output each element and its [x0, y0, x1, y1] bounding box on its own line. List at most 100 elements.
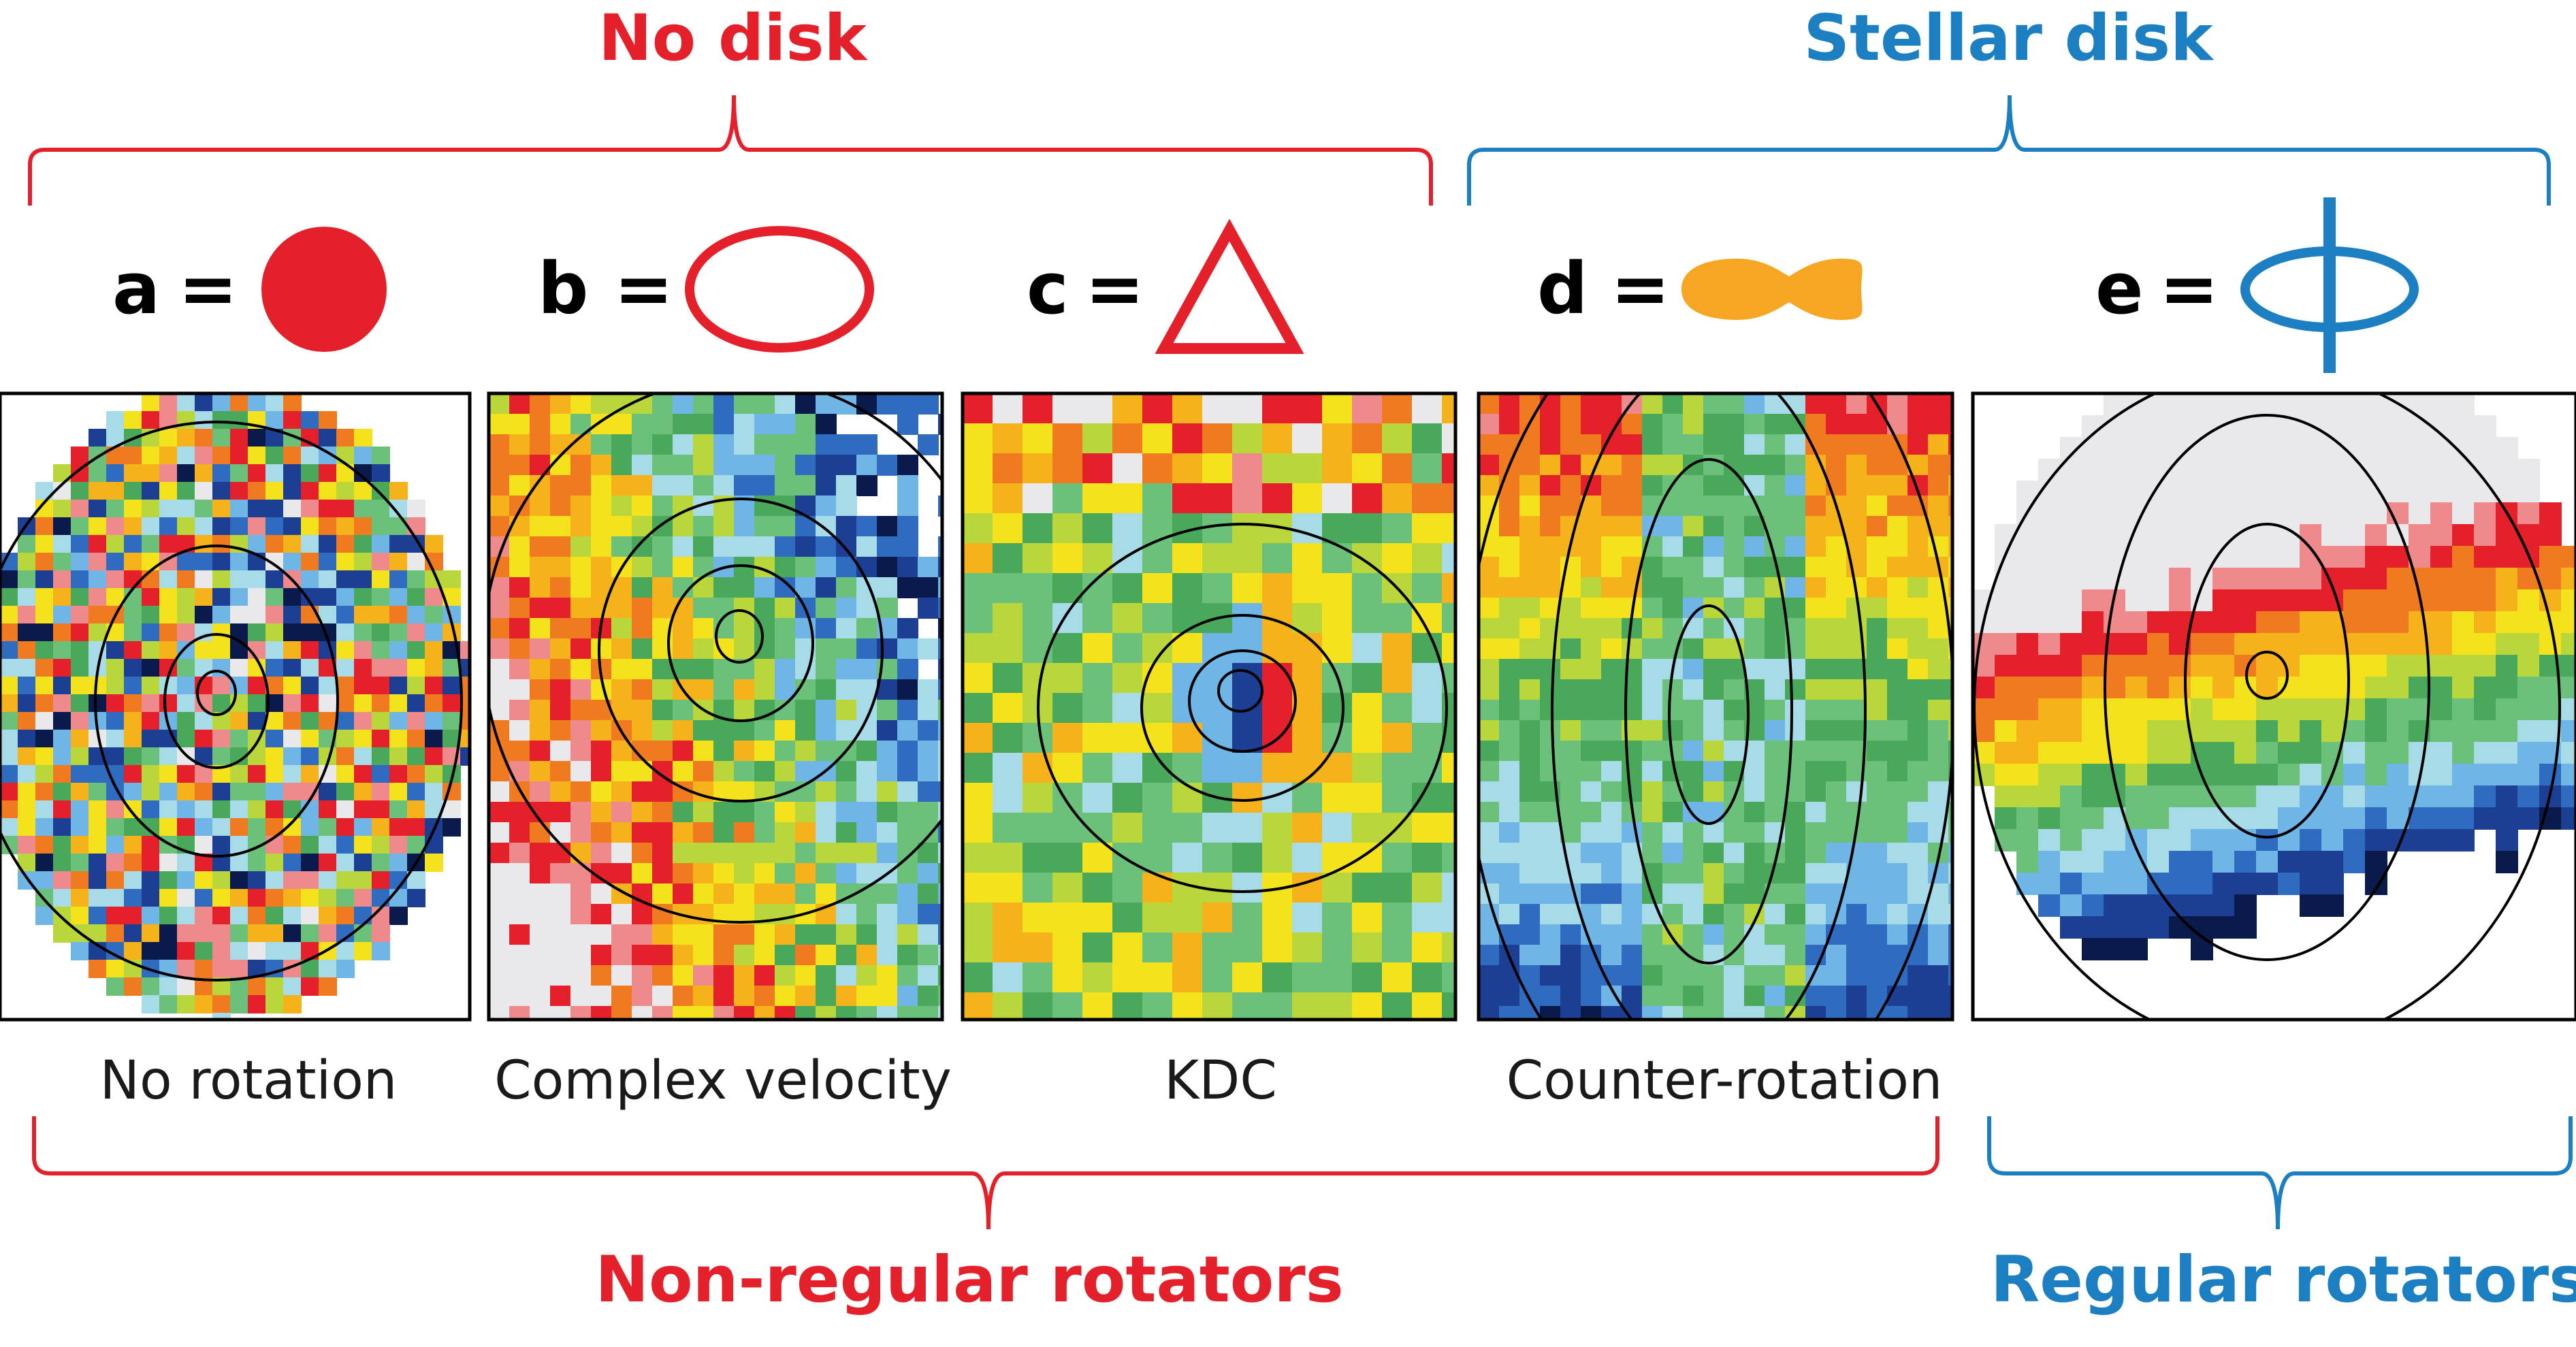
velocity-cells-e — [1973, 393, 2576, 960]
velocity-cell — [938, 781, 942, 802]
velocity-cell — [2038, 894, 2061, 917]
velocity-cell — [18, 765, 36, 783]
velocity-cell — [2452, 764, 2475, 786]
velocity-cell — [2125, 546, 2148, 568]
velocity-cell — [1785, 863, 1806, 884]
velocity-cell — [836, 700, 857, 721]
velocity-cell — [2517, 481, 2540, 503]
velocity-cell — [1499, 720, 1520, 741]
velocity-cell — [1805, 781, 1826, 802]
velocity-cell — [2256, 785, 2279, 808]
velocity-cell — [509, 904, 530, 925]
velocity-cell — [2496, 764, 2518, 786]
velocity-cell — [795, 414, 816, 435]
velocity-cell — [1867, 496, 1888, 517]
velocity-cell — [2060, 829, 2082, 851]
velocity-cell — [775, 659, 796, 680]
velocity-cell — [53, 694, 71, 713]
velocity-cell — [795, 843, 816, 864]
velocity-cell — [2430, 829, 2453, 851]
velocity-cell — [2104, 415, 2126, 438]
velocity-cell — [124, 712, 142, 730]
velocity-cell — [35, 588, 54, 606]
velocity-cell — [319, 677, 337, 695]
velocity-cell — [88, 606, 107, 624]
velocity-cell — [1479, 945, 1500, 966]
velocity-cell — [795, 741, 816, 762]
velocity-cell — [795, 700, 816, 721]
velocity-cell — [1622, 455, 1643, 476]
velocity-cell — [372, 482, 390, 500]
velocity-cell — [1322, 783, 1353, 813]
velocity-cell — [1479, 924, 1500, 945]
velocity-cell — [1442, 873, 1455, 903]
velocity-cell — [248, 570, 266, 589]
velocity-cell — [2016, 698, 2039, 721]
velocity-cell — [1322, 693, 1353, 724]
velocity-cell — [2278, 698, 2300, 721]
velocity-cell — [1499, 986, 1520, 1007]
velocity-cell — [632, 720, 653, 741]
velocity-cell — [1642, 802, 1663, 823]
velocity-cell — [2278, 546, 2300, 568]
velocity-cell — [2169, 459, 2191, 481]
velocity-cell — [1867, 802, 1888, 823]
velocity-cell — [177, 783, 195, 801]
velocity-cell — [1744, 536, 1765, 557]
velocity-cell — [877, 1006, 898, 1020]
velocity-cell — [283, 606, 302, 624]
velocity-cell — [1683, 434, 1704, 455]
velocity-cell — [2038, 807, 2061, 830]
velocity-cell — [2452, 524, 2475, 547]
velocity-cell — [570, 720, 592, 741]
velocity-cell — [2517, 524, 2540, 547]
velocity-cell — [963, 843, 993, 873]
velocity-cell — [1601, 536, 1622, 557]
velocity-cell — [489, 393, 510, 415]
velocity-cell — [407, 765, 425, 783]
velocity-cell — [856, 516, 878, 537]
velocity-cell — [1973, 764, 1995, 786]
legend-equals-c: = — [1085, 247, 1144, 330]
velocity-cell — [1052, 633, 1083, 664]
velocity-cell — [71, 783, 89, 801]
velocity-cell — [591, 638, 612, 660]
velocity-cell — [2212, 655, 2235, 677]
velocity-cell — [18, 623, 36, 642]
velocity-cell — [1479, 781, 1500, 802]
velocity-cell — [1082, 393, 1113, 424]
velocity-cell — [1112, 483, 1143, 514]
velocity-cell — [1785, 557, 1806, 578]
velocity-cell — [2125, 502, 2148, 525]
velocity-cell — [2060, 568, 2082, 590]
velocity-cell — [1262, 573, 1293, 604]
velocity-cell — [836, 577, 857, 598]
velocity-cell — [354, 836, 372, 854]
velocity-cell — [1581, 802, 1602, 823]
velocity-cell — [693, 618, 714, 639]
velocity-cell — [389, 730, 408, 748]
velocity-cell — [2321, 720, 2344, 743]
velocity-cell — [1023, 962, 1053, 993]
velocity-cell — [1601, 516, 1622, 537]
velocity-cell — [389, 623, 408, 642]
velocity-cell — [319, 429, 337, 447]
velocity-cell — [2343, 742, 2366, 764]
velocity-cell — [1887, 700, 1908, 721]
velocity-cell — [336, 553, 355, 571]
velocity-cell — [1948, 557, 1952, 578]
velocity-cell — [283, 393, 302, 412]
velocity-cell — [124, 517, 142, 536]
velocity-cell — [754, 924, 775, 945]
velocity-cell — [2343, 502, 2366, 525]
velocity-cell — [18, 535, 36, 553]
velocity-cell — [2169, 829, 2191, 851]
velocity-cell — [754, 577, 775, 598]
velocity-cell — [195, 393, 213, 412]
velocity-cell — [159, 800, 178, 819]
velocity-cell — [71, 535, 89, 553]
velocity-cell — [2234, 502, 2257, 525]
velocity-cell — [1540, 679, 1561, 700]
velocity-cell — [35, 482, 54, 500]
velocity-cell — [88, 960, 107, 978]
